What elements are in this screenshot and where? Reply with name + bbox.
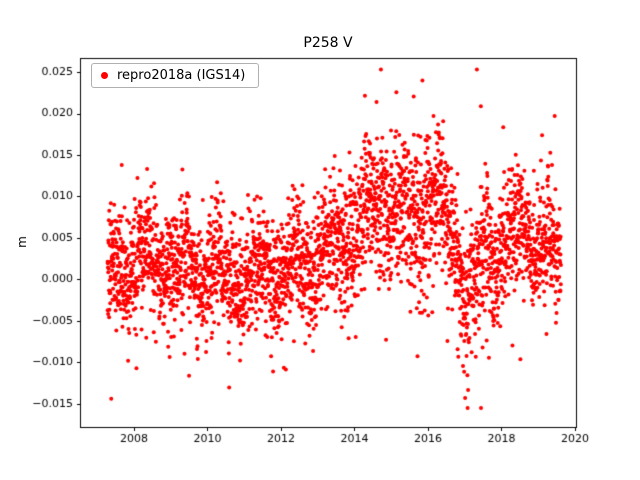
legend: repro2018a (IGS14) bbox=[91, 63, 260, 88]
legend-label: repro2018a (IGS14) bbox=[117, 68, 246, 83]
chart-title: P258 V bbox=[303, 35, 353, 51]
legend-marker-icon bbox=[101, 72, 108, 79]
y-axis-label: m bbox=[15, 236, 29, 248]
